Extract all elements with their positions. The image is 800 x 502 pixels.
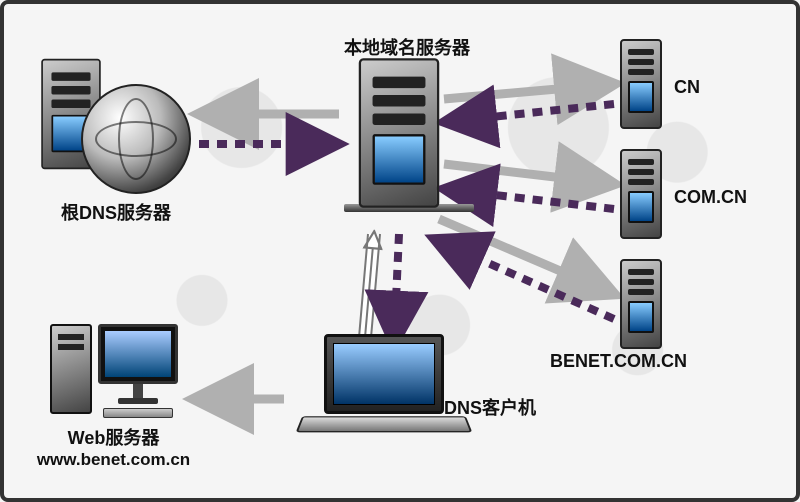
node-local-dns: 本地域名服务器 — [344, 34, 454, 212]
node-root-dns: 根DNS服务器 — [26, 49, 206, 225]
com-cn-label: COM.CN — [674, 187, 747, 208]
cn-label: CN — [674, 77, 700, 98]
node-dns-client: DNS客户机 — [289, 334, 479, 444]
root-dns-label: 根DNS服务器 — [26, 199, 206, 225]
node-web-server: Web服务器 www.benet.com.cn — [26, 324, 201, 470]
local-dns-label: 本地域名服务器 — [344, 34, 454, 60]
client-label: DNS客户机 — [444, 394, 536, 420]
node-benet: BENET.COM.CN — [620, 259, 662, 355]
web-server-url: www.benet.com.cn — [26, 450, 201, 470]
benet-label: BENET.COM.CN — [550, 351, 687, 372]
node-cn: CN — [620, 39, 700, 135]
web-server-label: Web服务器 — [26, 424, 201, 450]
node-com-cn: COM.CN — [620, 149, 747, 245]
